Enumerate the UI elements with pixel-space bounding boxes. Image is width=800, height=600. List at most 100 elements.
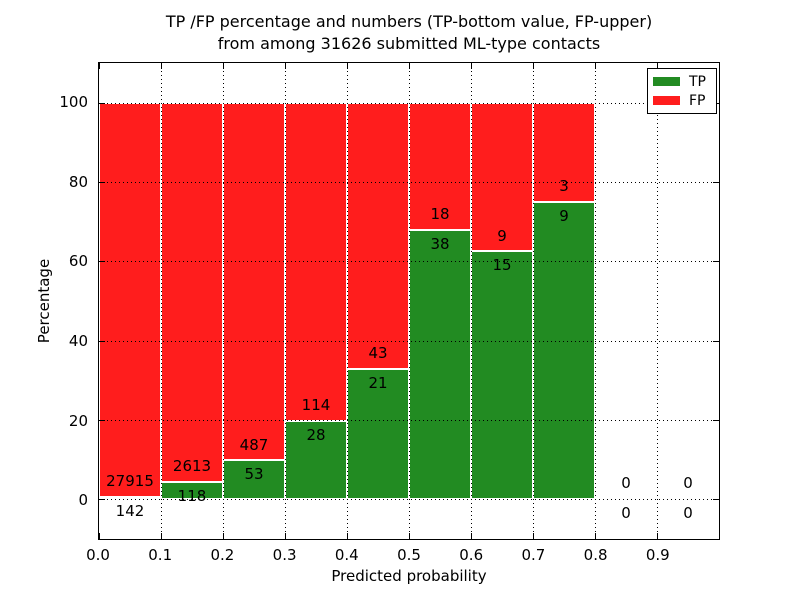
x-tick-label: 0.1 [148,546,173,564]
x-tick-mark [409,63,410,69]
fp-count-label: 3 [559,176,569,195]
tp-count-label: 21 [368,374,388,393]
legend-label-tp: TP [689,73,706,90]
fp-count-label: 27915 [106,472,154,491]
fp-count-label: 114 [301,396,331,415]
x-gridline [595,63,596,539]
x-tick-label: 0.8 [583,546,608,564]
x-tick-label: 0.7 [521,546,546,564]
x-tick-mark [223,63,224,69]
tp-bar-segment [409,230,471,500]
x-gridline [409,63,410,539]
x-tick-mark [99,533,100,539]
fp-bar-segment [99,102,161,498]
plot-area: 27915 142 2613 118 487 53 114 28 43 21 18 38 9 15 3 9 0 0… [98,62,720,540]
x-tick-mark [285,533,286,539]
x-tick-mark [285,63,286,69]
legend-item-fp: FP [653,94,711,108]
x-tick-label: 0.2 [210,546,235,564]
fp-count-label: 487 [239,435,269,454]
tp-count-label: 0 [621,504,631,523]
y-tick-label: 20 [68,411,88,430]
tp-count-label: 118 [177,487,207,506]
x-tick-mark [161,533,162,539]
y-tick-mark [99,261,105,263]
x-tick-mark [223,533,224,539]
x-tick-mark [595,533,596,539]
y-tick-label: 100 [59,92,88,111]
tp-count-label: 0 [683,504,693,523]
x-tick-mark [409,533,410,539]
y-tick-label: 40 [68,331,88,350]
tp-bar-segment [471,251,533,500]
y-tick-label: 80 [68,172,88,191]
x-tick-mark [347,63,348,69]
chart-title-line1: TP /FP percentage and numbers (TP-bottom… [165,12,653,31]
x-tick-label: 0.0 [86,546,110,564]
x-tick-mark [595,63,596,69]
x-tick-mark [533,533,534,539]
fp-count-label: 43 [368,344,388,363]
chart-title-line2: from among 31626 submitted ML-type conta… [217,34,601,53]
x-tick-mark [161,63,162,69]
fp-bar-segment [347,102,409,370]
y-tick-mark [713,420,719,421]
y-tick-mark [713,261,719,263]
legend: TP FP [647,68,717,114]
x-tick-mark [99,63,100,69]
fp-bar-segment [223,102,285,461]
tp-bar-segment [223,460,285,500]
x-gridline [161,63,162,539]
y-tick-label: 60 [68,252,88,271]
y-tick-mark [713,499,719,501]
legend-label-fp: FP [689,92,706,109]
tp-bar-segment [285,421,347,500]
y-tick-mark [713,182,719,183]
x-gridline [657,63,658,539]
x-tick-label: 0.6 [459,546,484,564]
y-tick-mark [99,420,105,421]
x-gridline [223,63,224,539]
tp-count-label: 28 [306,425,326,444]
x-gridline [533,63,534,539]
tp-count-label: 142 [115,502,145,521]
y-tick-label: 0 [78,491,88,510]
tp-count-label: 38 [430,235,450,254]
y-tick-mark [99,499,105,501]
x-axis-label: Predicted probability [331,567,487,585]
fp-count-label: 0 [621,474,631,493]
y-tick-mark [99,102,105,104]
y-tick-mark [99,340,105,342]
x-gridline [471,63,472,539]
y-axis-label: Percentage [35,258,53,344]
tp-swatch-icon [653,77,680,86]
fp-bar-segment [161,102,223,483]
fp-count-label: 2613 [172,457,212,476]
x-tick-label: 0.9 [645,546,670,564]
y-tick-mark [713,340,719,342]
tp-bar-segment [99,497,161,500]
fp-count-label: 18 [430,205,450,224]
x-gridline [285,63,286,539]
x-tick-label: 0.5 [397,546,421,564]
x-gridline [347,63,348,539]
tp-bar-segment [533,201,595,500]
x-tick-mark [657,63,658,69]
tp-count-label: 53 [244,465,264,484]
y-tick-mark [99,182,105,183]
chart-title: TP /FP percentage and numbers (TP-bottom… [98,11,720,55]
fp-count-label: 0 [683,474,693,493]
x-tick-mark [471,533,472,539]
x-tick-mark [347,533,348,539]
fp-count-label: 9 [497,226,507,245]
x-tick-mark [657,533,658,539]
tp-count-label: 9 [559,206,569,225]
x-tick-label: 0.4 [334,546,359,564]
legend-item-tp: TP [653,75,711,89]
tp-count-label: 15 [492,256,512,275]
x-tick-mark [471,63,472,69]
x-tick-mark [533,63,534,69]
x-tick-label: 0.3 [272,546,297,564]
fp-swatch-icon [653,96,680,105]
